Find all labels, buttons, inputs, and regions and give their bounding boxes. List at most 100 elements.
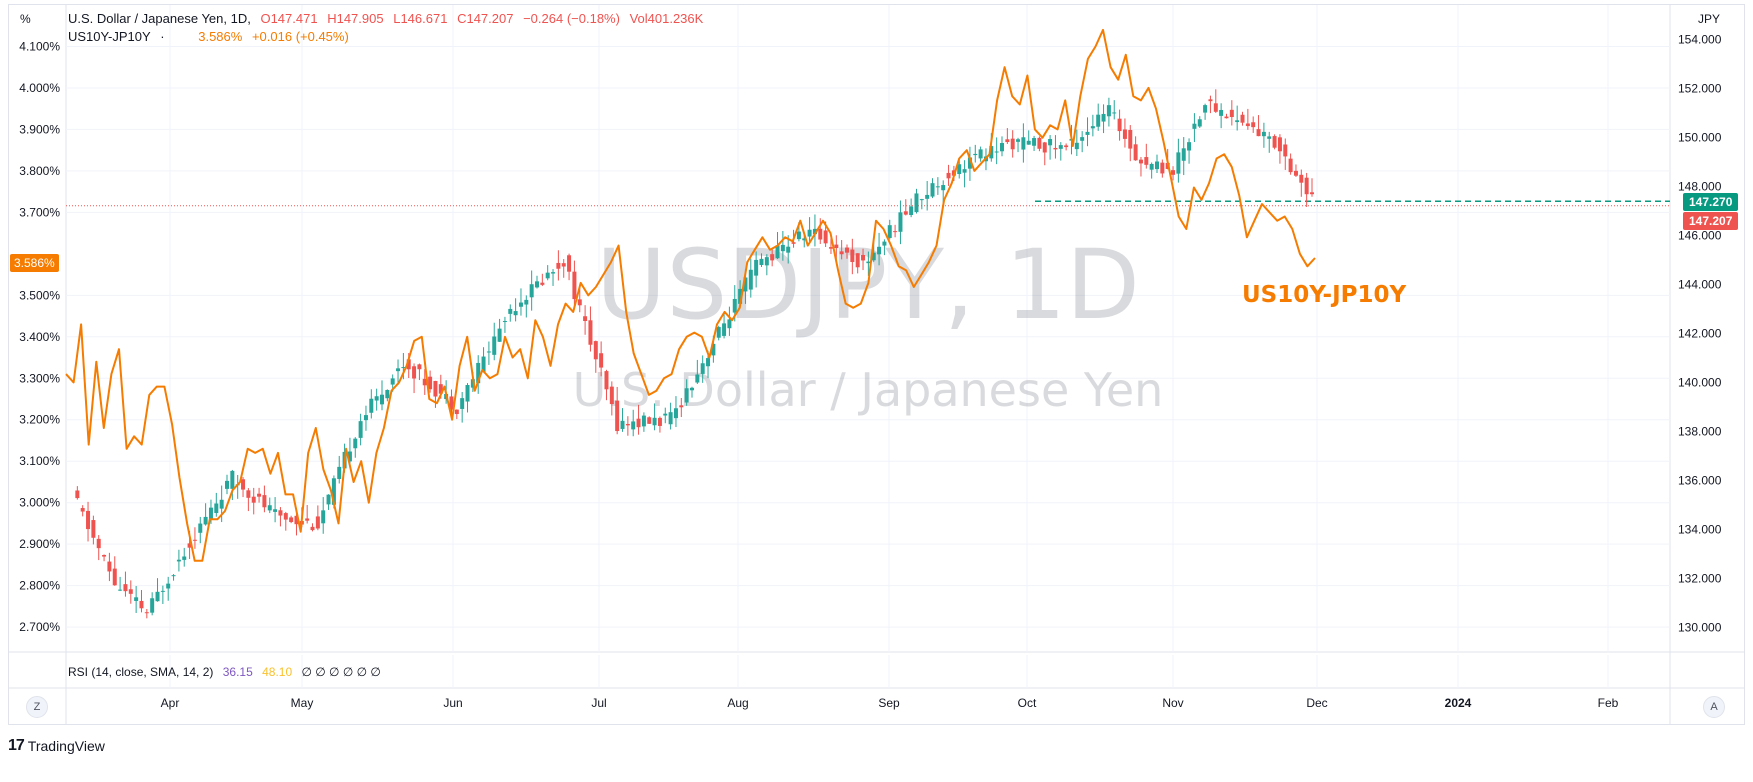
candle-body — [1090, 126, 1095, 129]
candle-body — [337, 466, 342, 479]
legend-volume: Vol401.236K — [629, 11, 704, 26]
candle-body — [150, 598, 155, 613]
candle-body — [267, 505, 272, 511]
candle-body — [1010, 138, 1015, 150]
x-tick-label: Dec — [1306, 696, 1327, 710]
candle-body — [882, 241, 887, 246]
candle-body — [524, 299, 529, 305]
overlay-legend-name: US10Y-JP10Y — [68, 29, 151, 44]
candle-body — [812, 228, 817, 235]
left-tick-label: 3.700% — [19, 205, 60, 219]
x-tick-label: Apr — [161, 696, 180, 710]
candle-body — [230, 470, 235, 489]
candle-body — [465, 385, 470, 402]
candle-body — [486, 351, 491, 353]
candle-body — [1219, 109, 1224, 116]
candle-body — [679, 405, 684, 408]
right-tick-label: 138.000 — [1678, 424, 1722, 438]
candle-body — [989, 146, 994, 159]
candle-body — [903, 211, 908, 215]
candle-body — [139, 600, 144, 609]
rsi-value: 36.15 — [222, 665, 253, 679]
candle-body — [144, 612, 149, 614]
candle-body — [294, 515, 299, 525]
candle-body — [663, 413, 668, 416]
candle-body — [1304, 177, 1309, 195]
candle-body — [732, 298, 737, 313]
candle-body — [673, 408, 678, 419]
candle-body — [155, 591, 160, 602]
candle-body — [192, 539, 197, 541]
candle-body — [791, 242, 796, 244]
candle-body — [1256, 129, 1261, 137]
candle-body — [214, 503, 219, 513]
candle-body — [1203, 105, 1208, 113]
left-tick-label: 3.000% — [19, 496, 60, 510]
candle-body — [551, 272, 556, 274]
left-tick-label: 2.700% — [19, 620, 60, 634]
candle-body — [1288, 158, 1293, 173]
candle-body — [567, 255, 572, 272]
candle-body — [123, 584, 128, 592]
candle-body — [433, 380, 438, 397]
candle-body — [1096, 114, 1101, 127]
legend-close: C147.207 — [457, 11, 514, 26]
candle-body — [1155, 161, 1159, 170]
candle-body — [994, 151, 999, 153]
candle-body — [1085, 131, 1090, 135]
candle-body — [946, 172, 951, 179]
right-axis-unit[interactable]: JPY — [1698, 12, 1721, 26]
candle-body — [278, 510, 283, 516]
candle-body — [1240, 114, 1245, 123]
legend-open: O147.471 — [260, 11, 318, 26]
candle-body — [502, 321, 507, 323]
candle-body — [86, 510, 91, 530]
candle-body — [326, 494, 331, 505]
candle-body — [449, 396, 454, 410]
candle-body — [1283, 144, 1288, 157]
candle-body — [1261, 131, 1266, 137]
candle-body — [722, 323, 727, 336]
candle-body — [706, 358, 711, 367]
candle-body — [102, 554, 107, 557]
x-tick-label: Aug — [727, 696, 748, 710]
tradingview-mark-icon: 17 — [8, 737, 25, 754]
overlay-legend-change: +0.016 (+0.45%) — [251, 29, 349, 44]
rsi-label: RSI (14, close, SMA, 14, 2) — [68, 665, 214, 679]
candle-body — [652, 417, 657, 426]
auto-scale-button[interactable]: A — [1703, 696, 1725, 718]
candle-body — [609, 386, 614, 405]
right-tick-label: 144.000 — [1678, 277, 1722, 291]
candle-body — [1032, 138, 1037, 146]
candle-body — [412, 366, 417, 379]
candle-body — [1037, 137, 1042, 149]
candle-body — [128, 589, 133, 594]
candle-body — [454, 409, 459, 415]
x-tick-label: Jun — [443, 696, 462, 710]
right-tick-label: 132.000 — [1678, 571, 1722, 585]
candle-body — [657, 417, 662, 426]
candle-body — [1213, 103, 1218, 112]
zoom-button[interactable]: Z — [26, 696, 48, 718]
candle-body — [957, 164, 962, 175]
price-tag-overlay: 3.586% — [10, 254, 59, 272]
left-tick-label: 2.900% — [19, 537, 60, 551]
candle-body — [914, 193, 919, 213]
candle-body — [711, 343, 716, 356]
left-axis-unit[interactable]: % — [20, 12, 31, 26]
candle-body — [1058, 145, 1063, 149]
candle-body — [80, 508, 85, 512]
candle-body — [1117, 118, 1122, 132]
tradingview-logo[interactable]: 17 TradingView — [8, 737, 105, 755]
candle-body — [572, 271, 577, 300]
left-tick-label: 4.000% — [19, 81, 60, 95]
candle-body — [877, 246, 882, 255]
legend-change: −0.264 (−0.18%) — [523, 11, 620, 26]
candle-body — [358, 421, 363, 438]
candle-body — [1224, 116, 1229, 119]
candle-body — [1171, 170, 1176, 175]
candle-body — [1133, 144, 1138, 161]
candle-body — [636, 418, 641, 428]
candle-body — [1064, 145, 1069, 148]
